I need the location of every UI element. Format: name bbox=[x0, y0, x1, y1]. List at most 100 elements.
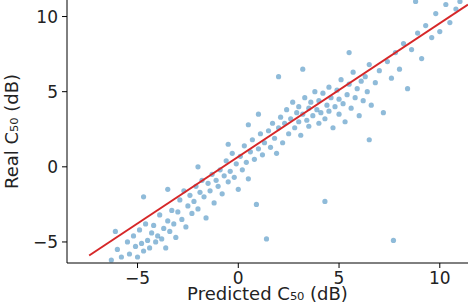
point bbox=[141, 248, 146, 253]
point bbox=[290, 100, 295, 105]
point bbox=[228, 169, 233, 174]
point bbox=[391, 238, 396, 243]
point bbox=[236, 187, 241, 192]
point bbox=[234, 161, 239, 166]
point bbox=[342, 119, 347, 124]
point bbox=[310, 113, 315, 118]
point bbox=[330, 125, 335, 130]
x-axis-label: Predicted C₅₀ (dB) bbox=[187, 283, 348, 304]
y-tick bbox=[62, 166, 67, 167]
y-tick bbox=[62, 16, 67, 17]
point bbox=[203, 215, 208, 220]
point bbox=[280, 140, 285, 145]
point bbox=[457, 0, 462, 4]
point bbox=[173, 235, 178, 240]
point bbox=[308, 100, 313, 105]
y-axis-line bbox=[67, 0, 68, 263]
point bbox=[413, 0, 418, 4]
point bbox=[214, 178, 219, 183]
point bbox=[256, 112, 261, 117]
point bbox=[163, 245, 168, 250]
point bbox=[322, 199, 327, 204]
point bbox=[222, 173, 227, 178]
point bbox=[169, 208, 174, 213]
point bbox=[135, 254, 140, 259]
point bbox=[294, 110, 299, 115]
point bbox=[320, 91, 325, 96]
point bbox=[302, 95, 307, 100]
point bbox=[409, 47, 414, 52]
point bbox=[276, 74, 281, 79]
point bbox=[433, 11, 438, 16]
point bbox=[179, 217, 184, 222]
point bbox=[324, 103, 329, 108]
point bbox=[212, 200, 217, 205]
point bbox=[397, 67, 402, 72]
point bbox=[264, 236, 269, 241]
x-axis-line bbox=[67, 263, 468, 264]
point bbox=[242, 143, 247, 148]
point bbox=[292, 125, 297, 130]
point bbox=[244, 160, 249, 165]
point bbox=[195, 206, 200, 211]
point bbox=[419, 56, 424, 61]
y-tick-label: −5 bbox=[33, 232, 58, 252]
y-tick bbox=[62, 91, 67, 92]
point bbox=[147, 245, 152, 250]
point bbox=[232, 175, 237, 180]
point bbox=[246, 122, 251, 127]
y-tick bbox=[62, 241, 67, 242]
point bbox=[367, 137, 372, 142]
y-axis-label: Real C₅₀ (dB) bbox=[1, 74, 22, 189]
point bbox=[143, 221, 148, 226]
point bbox=[270, 121, 275, 126]
point bbox=[125, 239, 130, 244]
point bbox=[153, 239, 158, 244]
y-tick-label: 0 bbox=[47, 157, 58, 177]
point bbox=[377, 68, 382, 73]
point bbox=[347, 50, 352, 55]
point bbox=[296, 119, 301, 124]
point bbox=[373, 80, 378, 85]
point bbox=[326, 85, 331, 90]
point bbox=[137, 227, 142, 232]
point bbox=[306, 124, 311, 129]
point bbox=[149, 230, 154, 235]
point bbox=[266, 128, 271, 133]
point bbox=[429, 35, 434, 40]
point bbox=[161, 226, 166, 231]
point bbox=[340, 101, 345, 106]
point bbox=[447, 20, 452, 25]
point bbox=[351, 70, 356, 75]
point bbox=[336, 112, 341, 117]
point bbox=[165, 187, 170, 192]
point bbox=[278, 115, 283, 120]
point bbox=[240, 167, 245, 172]
point bbox=[423, 23, 428, 28]
point bbox=[284, 107, 289, 112]
point bbox=[254, 202, 259, 207]
point bbox=[437, 29, 442, 34]
point bbox=[167, 229, 172, 234]
x-tick-label: 10 bbox=[429, 268, 451, 288]
point bbox=[185, 203, 190, 208]
point bbox=[274, 151, 279, 156]
y-tick-label: 5 bbox=[47, 82, 58, 102]
fit-line bbox=[89, 5, 468, 256]
point bbox=[286, 131, 291, 136]
point bbox=[300, 67, 305, 72]
point bbox=[365, 89, 370, 94]
point bbox=[189, 211, 194, 216]
point bbox=[159, 236, 164, 241]
point bbox=[127, 251, 132, 256]
point bbox=[369, 103, 374, 108]
point bbox=[359, 79, 364, 84]
point bbox=[344, 92, 349, 97]
point bbox=[207, 188, 212, 193]
point bbox=[250, 137, 255, 142]
point bbox=[316, 121, 321, 126]
chart: −50510−50510Predicted C₅₀ (dB)Real C₅₀ (… bbox=[0, 0, 468, 304]
point bbox=[336, 97, 341, 102]
point bbox=[318, 110, 323, 115]
point bbox=[216, 184, 221, 189]
